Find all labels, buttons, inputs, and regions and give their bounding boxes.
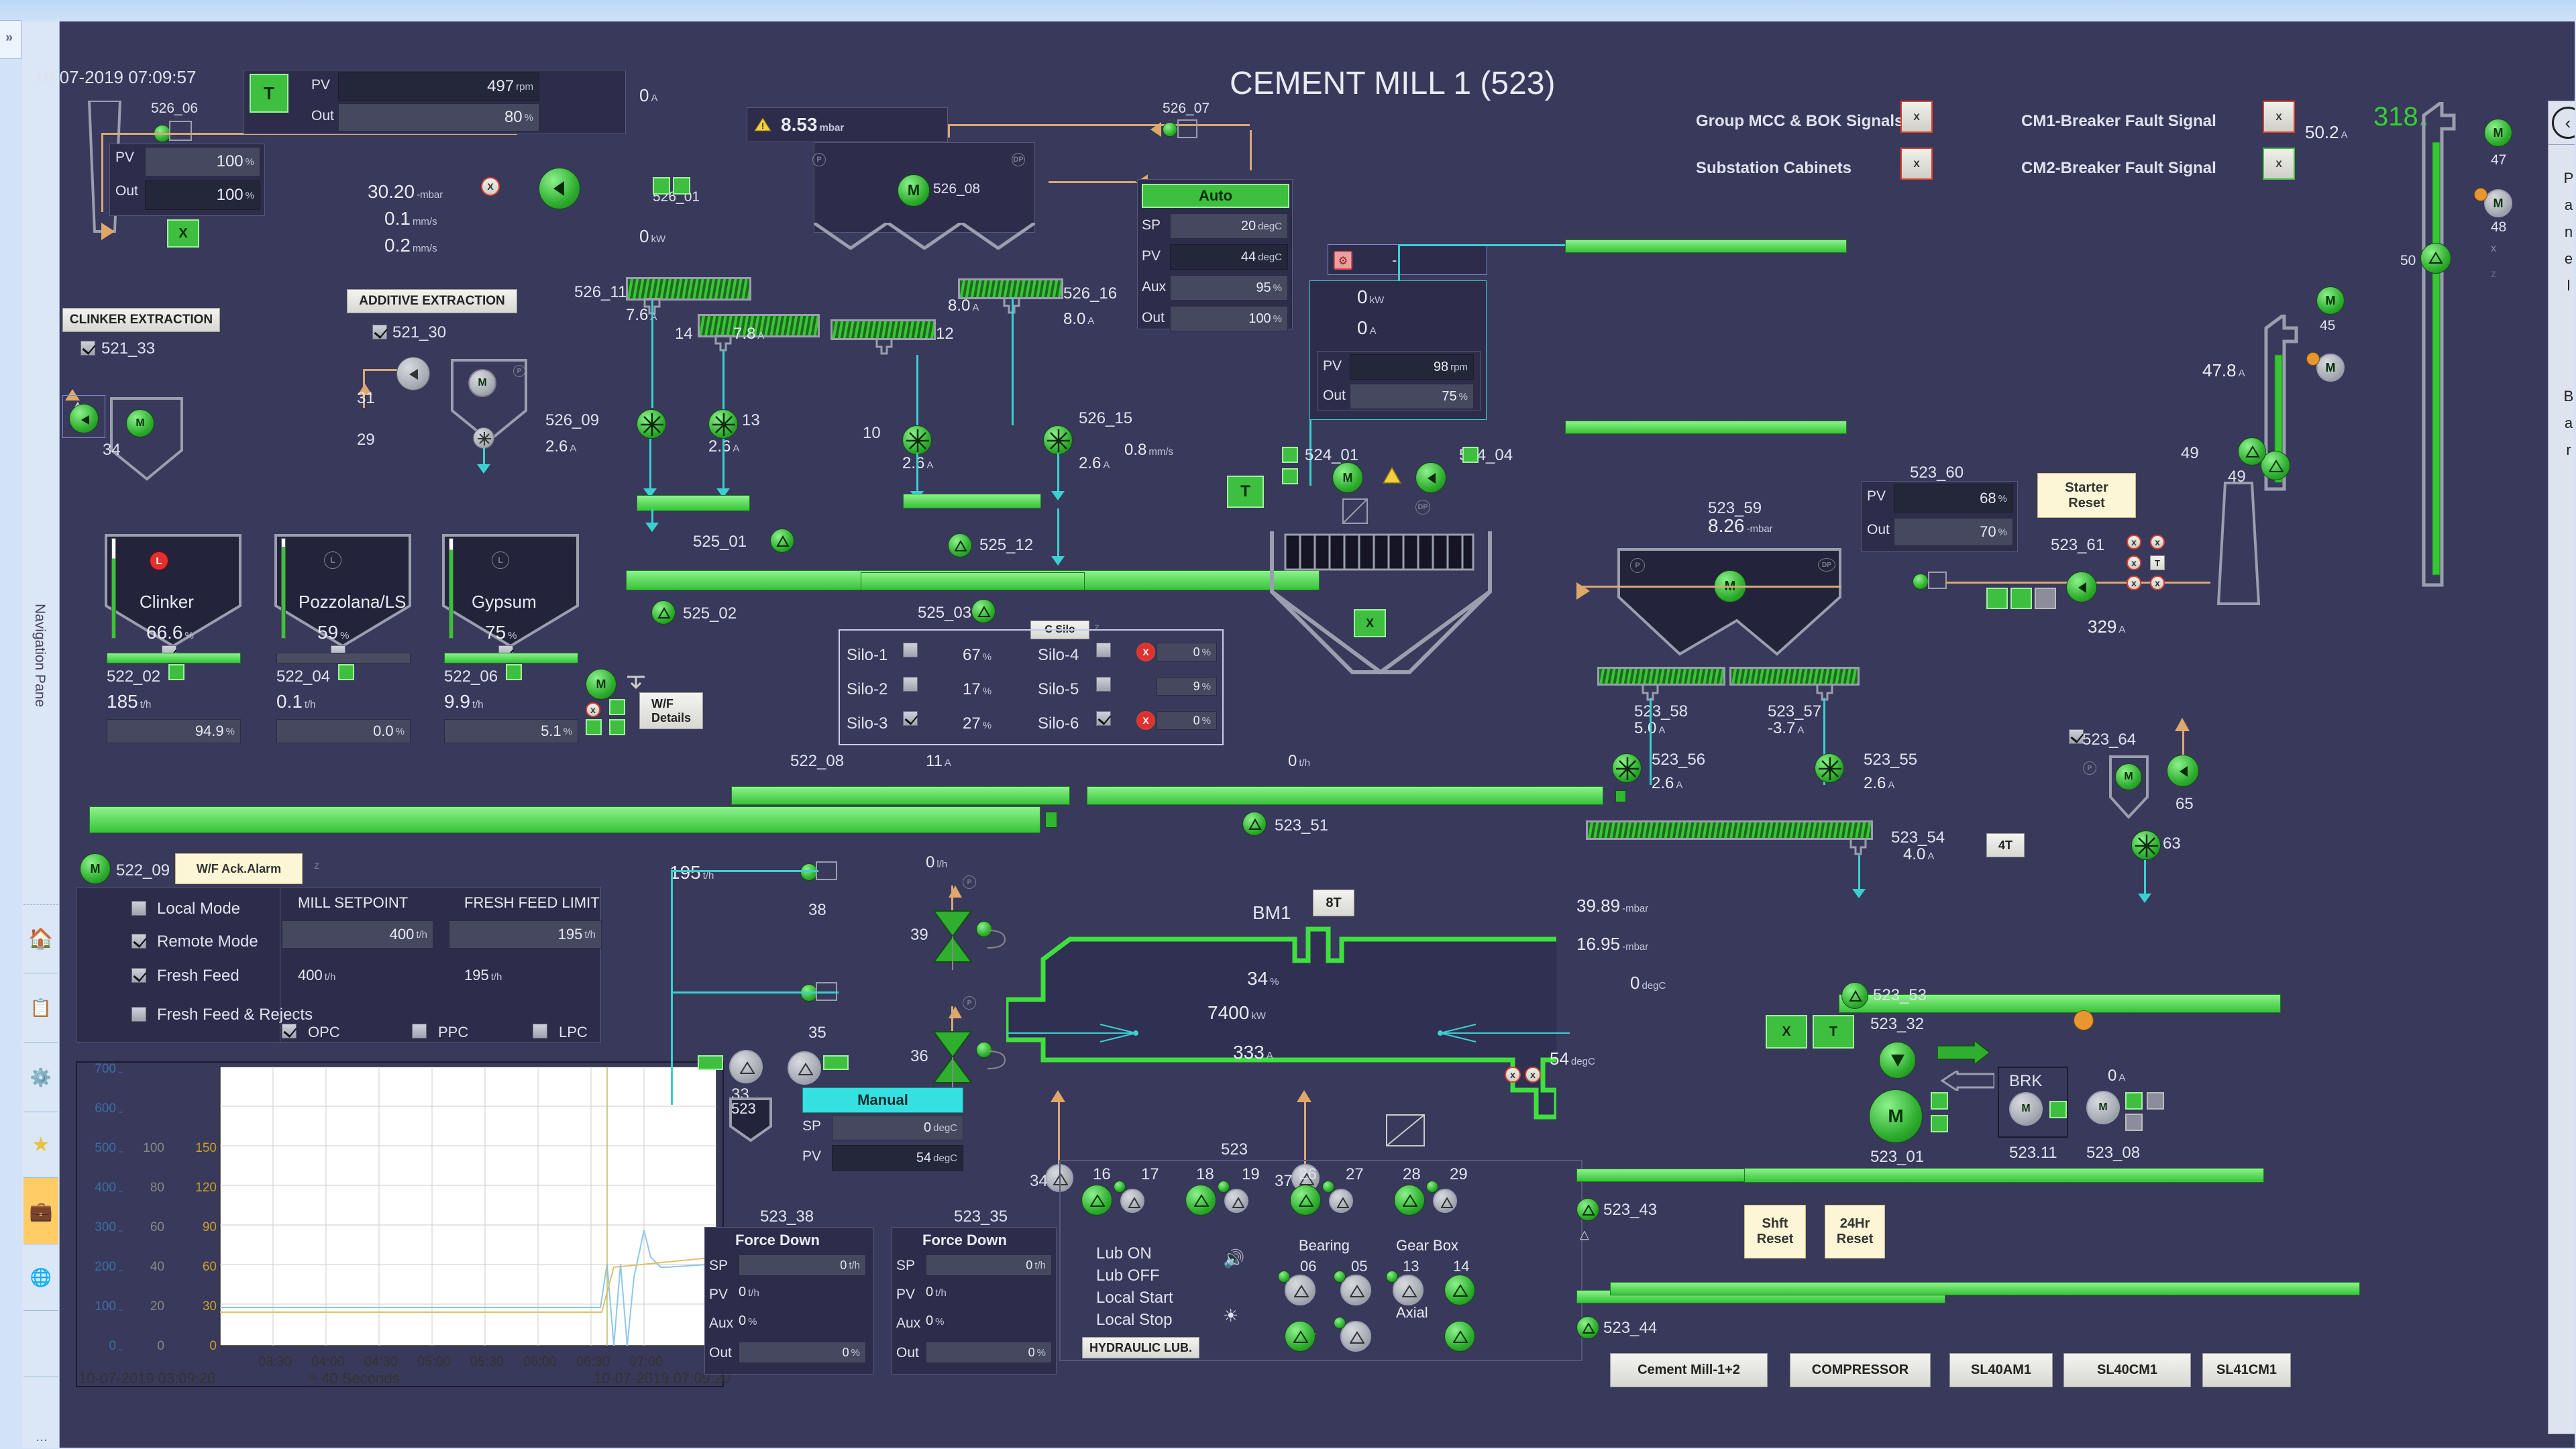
svg-text:400: 400: [95, 1181, 116, 1195]
svg-text:300: 300: [95, 1220, 116, 1234]
svg-text:100: 100: [95, 1299, 116, 1313]
svg-text:200: 200: [95, 1260, 116, 1274]
svg-text:700: 700: [95, 1063, 116, 1076]
svg-text:0: 0: [209, 1339, 217, 1353]
svg-text:30: 30: [203, 1299, 217, 1313]
svg-text:600: 600: [95, 1102, 116, 1116]
svg-text:0: 0: [109, 1339, 116, 1353]
svg-text:90: 90: [203, 1220, 217, 1234]
svg-text:100: 100: [143, 1141, 164, 1155]
svg-text:500: 500: [95, 1141, 116, 1155]
svg-text:40: 40: [150, 1260, 164, 1274]
svg-text:80: 80: [150, 1181, 164, 1195]
svg-text:0: 0: [157, 1339, 164, 1353]
svg-text:20: 20: [150, 1299, 164, 1313]
svg-text:150: 150: [195, 1141, 217, 1155]
svg-text:60: 60: [203, 1260, 217, 1274]
svg-text:⚙: ⚙: [1338, 256, 1348, 267]
svg-text:!: !: [761, 121, 764, 131]
svg-text:120: 120: [195, 1181, 217, 1195]
svg-text:60: 60: [150, 1220, 164, 1234]
